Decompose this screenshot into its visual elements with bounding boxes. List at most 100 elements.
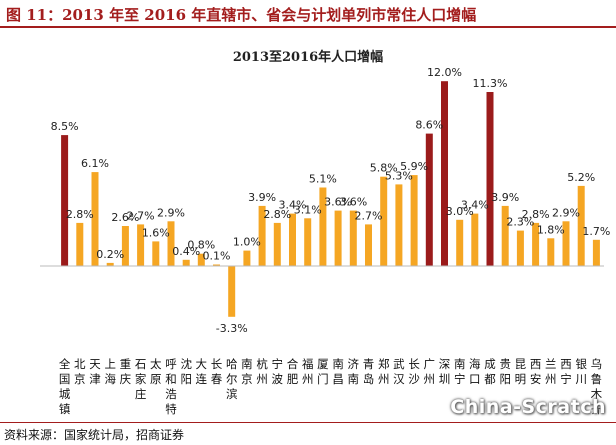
bar-兰州 xyxy=(547,238,555,266)
bar-石家庄 xyxy=(137,224,145,266)
category-label-北京: 北京 xyxy=(74,357,86,386)
data-label-郑州: 5.8% xyxy=(370,162,398,175)
data-label-西宁: 2.9% xyxy=(552,206,580,219)
bar-福州 xyxy=(304,218,312,266)
category-label-天津: 天津 xyxy=(89,357,101,386)
data-label-海口: 3.4% xyxy=(461,199,489,212)
category-label-太原: 太原 xyxy=(150,357,162,386)
data-label-青岛: 2.7% xyxy=(355,209,383,222)
data-label-昆明: 2.3% xyxy=(506,216,534,229)
category-label-大连: 大连 xyxy=(196,357,208,386)
bar-长春 xyxy=(213,264,220,266)
bar-上海 xyxy=(106,262,114,266)
category-label-呼和浩特: 呼和浩特 xyxy=(165,357,177,416)
category-label-银川: 银川 xyxy=(575,357,587,386)
category-label-南京: 南京 xyxy=(241,357,253,386)
bar-乌鲁木齐 xyxy=(592,239,600,266)
category-label-武汉: 武汉 xyxy=(393,357,405,386)
data-label-北京: 2.8% xyxy=(66,208,94,221)
category-label-青岛: 青岛 xyxy=(363,357,375,386)
data-label-南宁: 3.0% xyxy=(446,205,474,218)
bar-合肥 xyxy=(289,213,296,266)
bar-昆明 xyxy=(516,230,524,266)
bar-海口 xyxy=(471,213,479,266)
bar-南昌 xyxy=(334,210,342,266)
data-label-长沙: 5.9% xyxy=(400,160,428,173)
data-label-合肥: 3.4% xyxy=(279,199,307,212)
category-label-西安: 西安 xyxy=(530,357,542,386)
data-label-杭州: 3.9% xyxy=(248,191,276,204)
category-labels-group: 全国城镇北京天津上海重庆石家庄太原呼和浩特沈阳大连长春哈尔滨南京杭州宁波合肥福州… xyxy=(59,357,603,416)
category-label-哈尔滨: 哈尔滨 xyxy=(226,357,238,401)
bar-银川 xyxy=(577,185,585,266)
bar-大连 xyxy=(197,253,205,266)
category-label-长沙: 长沙 xyxy=(408,357,420,386)
data-label-深圳: 12.0% xyxy=(427,66,462,79)
category-label-石家庄: 石家庄 xyxy=(135,357,147,401)
bar-深圳 xyxy=(441,81,448,266)
data-label-银川: 5.2% xyxy=(567,171,595,184)
bar-南宁 xyxy=(456,219,464,266)
data-label-广州: 8.6% xyxy=(415,119,443,132)
data-labels-group: 8.5%2.8%6.1%0.2%2.6%2.7%1.6%2.9%0.4%0.8%… xyxy=(51,66,611,335)
source-note: 资料来源：国家统计局，招商证券 xyxy=(4,428,185,442)
category-label-海口: 海口 xyxy=(469,357,481,386)
data-label-兰州: 1.8% xyxy=(537,223,565,236)
title-divider xyxy=(0,26,616,28)
bar-天津 xyxy=(91,172,99,266)
category-label-上海: 上海 xyxy=(104,357,116,386)
data-label-上海: 0.2% xyxy=(96,248,124,261)
data-label-成都: 11.3% xyxy=(473,77,508,90)
category-label-兰州: 兰州 xyxy=(545,357,557,386)
category-label-重庆: 重庆 xyxy=(120,357,132,386)
data-label-石家庄: 2.7% xyxy=(127,209,155,222)
chart-title: 2013至2016年人口增幅 xyxy=(232,50,384,65)
bar-青岛 xyxy=(365,224,372,266)
category-label-长春: 长春 xyxy=(211,357,223,386)
watermark-logo: China-Scratch xyxy=(450,396,606,418)
data-label-南京: 1.0% xyxy=(233,236,261,249)
data-label-大连: 0.8% xyxy=(187,239,215,252)
category-label-宁波: 宁波 xyxy=(272,357,284,386)
bar-贵阳 xyxy=(501,205,509,266)
bar-太原 xyxy=(152,241,160,266)
bar-济南 xyxy=(349,210,357,266)
bar-成都 xyxy=(486,92,494,266)
data-label-太原: 1.6% xyxy=(142,226,170,239)
bar-沈阳 xyxy=(182,259,190,266)
bar-重庆 xyxy=(121,226,129,266)
bar-厦门 xyxy=(319,187,327,266)
bar-呼和浩特 xyxy=(167,221,175,266)
data-label-天津: 6.1% xyxy=(81,157,109,170)
data-label-武汉: 5.3% xyxy=(385,169,413,182)
data-label-福州: 3.1% xyxy=(294,203,322,216)
bar-南京 xyxy=(243,250,251,266)
data-label-乌鲁木齐: 1.7% xyxy=(582,225,610,238)
data-label-宁波: 2.8% xyxy=(263,208,291,221)
category-label-成都: 成都 xyxy=(484,357,496,386)
bar-武汉 xyxy=(395,184,403,266)
data-label-南昌: 3.6% xyxy=(324,196,352,209)
data-label-哈尔滨: -3.3% xyxy=(216,322,248,335)
data-label-沈阳: 0.4% xyxy=(172,245,200,258)
category-label-西宁: 西宁 xyxy=(560,357,572,386)
category-label-乌鲁木齐: 乌鲁木齐 xyxy=(591,357,603,416)
data-label-呼和浩特: 2.9% xyxy=(157,206,185,219)
category-label-厦门: 厦门 xyxy=(317,357,329,386)
data-label-长春: 0.1% xyxy=(203,250,231,263)
bar-北京 xyxy=(76,222,84,266)
category-label-昆明: 昆明 xyxy=(515,357,527,386)
figure-title: 图 11：2013 年至 2016 年直辖市、省会与计划单列市常住人口增幅 xyxy=(6,6,477,24)
category-label-南宁: 南宁 xyxy=(454,357,466,386)
bar-郑州 xyxy=(380,176,388,266)
category-label-沈阳: 沈阳 xyxy=(180,357,192,386)
bar-哈尔滨 xyxy=(228,266,236,317)
category-label-合肥: 合肥 xyxy=(287,357,299,386)
category-label-广州: 广州 xyxy=(424,357,436,386)
bar-西安 xyxy=(532,222,540,266)
category-label-济南: 济南 xyxy=(348,357,360,386)
bar-广州 xyxy=(425,133,433,266)
data-label-重庆: 2.6% xyxy=(111,211,139,224)
data-label-济南: 3.6% xyxy=(339,196,367,209)
